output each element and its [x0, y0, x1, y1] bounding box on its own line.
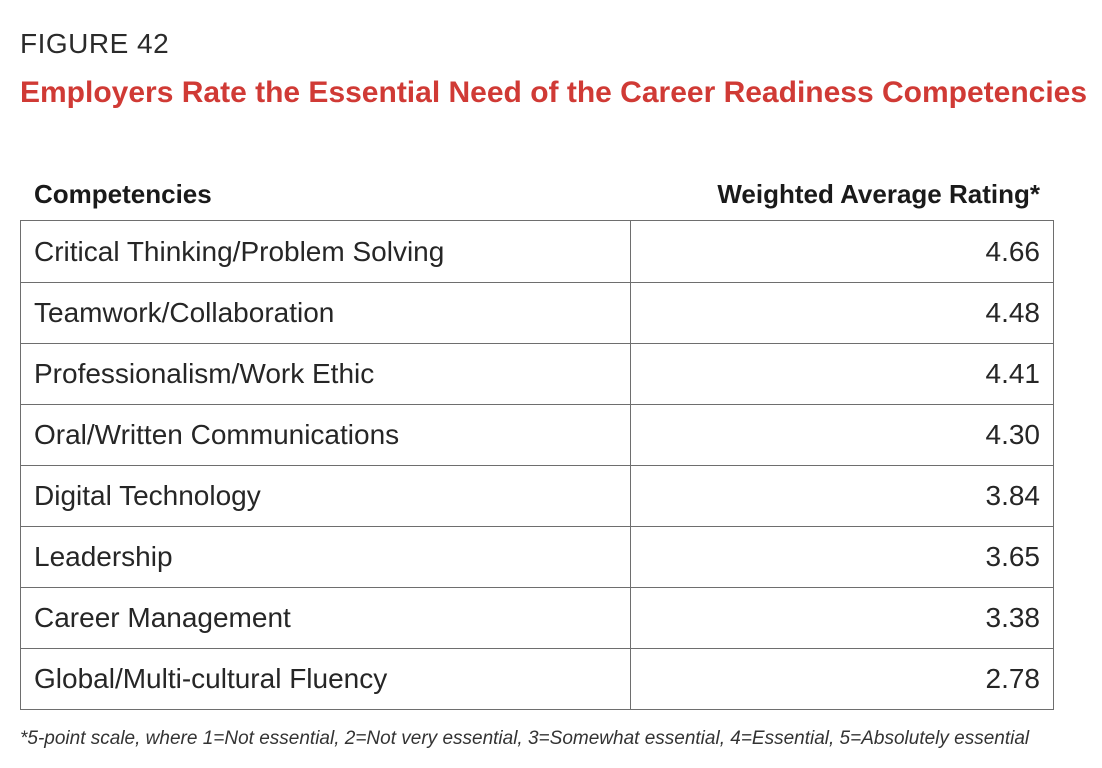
- table-row: Critical Thinking/Problem Solving 4.66: [21, 221, 1053, 282]
- footnote: *5-point scale, where 1=Not essential, 2…: [20, 728, 1030, 749]
- competency-label: Career Management: [21, 588, 631, 648]
- table-row: Teamwork/Collaboration 4.48: [21, 282, 1053, 343]
- table-row: Global/Multi-cultural Fluency 2.78: [21, 648, 1053, 709]
- table-row: Professionalism/Work Ethic 4.41: [21, 343, 1053, 404]
- competency-label: Critical Thinking/Problem Solving: [21, 221, 631, 282]
- competency-label: Professionalism/Work Ethic: [21, 344, 631, 404]
- rating-value: 4.30: [985, 419, 1041, 450]
- table-row: Career Management 3.38: [21, 587, 1053, 648]
- table-row: Oral/Written Communications 4.30: [21, 404, 1053, 465]
- rating-value: 3.84: [985, 480, 1041, 511]
- rating-value: 3.38: [985, 602, 1041, 633]
- table-body: Critical Thinking/Problem Solving 4.66 Tea…: [20, 221, 1054, 710]
- figure-label: FIGURE 42: [20, 28, 170, 59]
- rating-value: 4.66: [985, 235, 1041, 267]
- table-row: Digital Technology 3.84: [21, 465, 1053, 526]
- rating-value: 3.65: [985, 541, 1041, 572]
- competency-label: Teamwork/Collaboration: [21, 283, 631, 343]
- rating-value: 4.41: [985, 358, 1041, 389]
- table-row: Leadership 3.65: [21, 526, 1053, 587]
- rating-value: 4.48: [985, 297, 1041, 328]
- competency-label: Leadership: [21, 527, 631, 587]
- header-competencies: Competencies: [34, 178, 212, 209]
- rating-value: 2.78: [985, 663, 1041, 694]
- competency-label: Digital Technology: [21, 466, 631, 526]
- table-header: Competencies Weighted Average Rating*: [20, 168, 1054, 221]
- competency-label: Oral/Written Communications: [21, 405, 631, 465]
- ratings-table: Competencies Weighted Average Rating* Cr…: [20, 168, 1054, 710]
- competency-label: Global/Multi-cultural Fluency: [21, 649, 631, 709]
- chart-title: Employers Rate the Essential Need of the…: [20, 76, 1088, 109]
- header-rating: Weighted Average Rating*: [717, 178, 1040, 209]
